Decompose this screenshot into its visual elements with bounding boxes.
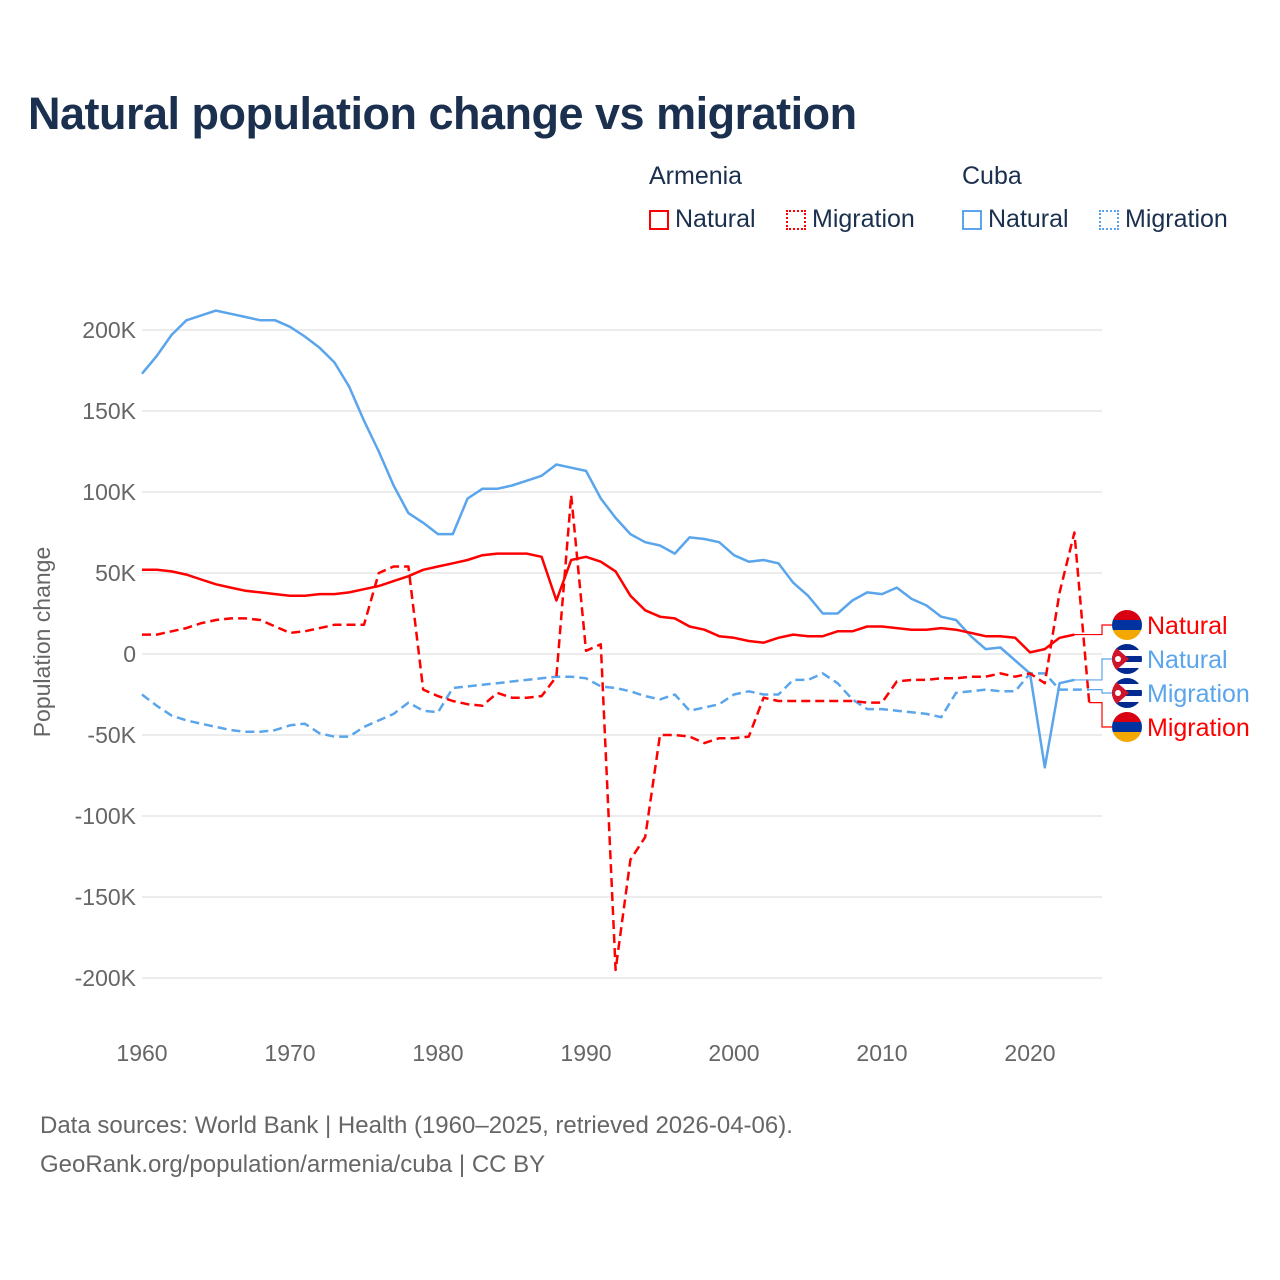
legend-swatch-solid xyxy=(649,209,669,230)
y-tick-label: 150K xyxy=(82,398,136,424)
y-tick-label: -50K xyxy=(87,722,136,748)
y-tick-label: 0 xyxy=(123,641,136,667)
flag-body xyxy=(1112,610,1142,640)
label-connector xyxy=(1074,624,1112,636)
cuba-flag-icon xyxy=(1112,678,1142,708)
y-axis-label: Population change xyxy=(29,547,55,738)
legend-cuba-natural[interactable]: Natural xyxy=(962,205,1069,234)
end-label-cuba-natural: Natural xyxy=(1147,646,1228,674)
x-tick-label: 1960 xyxy=(116,1040,167,1066)
armenia-flag-icon xyxy=(1112,712,1142,742)
y-tick-label: 200K xyxy=(82,317,136,343)
armenia-flag-icon xyxy=(1112,610,1142,640)
series-line-cuba-migration xyxy=(141,672,1090,738)
chart-title: Natural population change vs migration xyxy=(28,88,857,139)
label-connector xyxy=(1074,658,1112,681)
end-label-armenia-natural: Natural xyxy=(1147,612,1228,640)
x-tick-label: 1980 xyxy=(412,1040,463,1066)
flag-stripe xyxy=(1112,610,1142,620)
y-tick-label: -100K xyxy=(75,803,137,829)
end-label-armenia-migration: Migration xyxy=(1147,714,1250,742)
flag-star xyxy=(1115,656,1121,662)
flag-stripe xyxy=(1112,722,1142,732)
legend-label: Natural xyxy=(675,205,756,233)
flag-stripe xyxy=(1112,620,1142,630)
legend-swatch-solid xyxy=(962,209,982,230)
y-tick-label: -150K xyxy=(75,884,137,910)
label-connector xyxy=(1089,701,1112,728)
flag-stripe xyxy=(1112,702,1142,708)
x-tick-label: 1990 xyxy=(560,1040,611,1066)
legend-label: Natural xyxy=(988,205,1069,233)
x-tick-label: 1970 xyxy=(264,1040,315,1066)
y-tick-label: 50K xyxy=(95,560,137,586)
cuba-flag-icon xyxy=(1112,644,1142,674)
series-line-cuba-natural xyxy=(141,309,1075,769)
flag-stripe xyxy=(1112,732,1142,742)
attribution: GeoRank.org/population/armenia/cuba | CC… xyxy=(40,1151,546,1178)
x-tick-label: 2020 xyxy=(1004,1040,1055,1066)
legend-swatch-dotted xyxy=(786,209,806,230)
legend-group-cuba: Cuba xyxy=(962,162,1022,190)
flag-body xyxy=(1112,678,1142,708)
flag-stripe xyxy=(1112,668,1142,674)
legend-armenia-migration[interactable]: Migration xyxy=(786,205,915,234)
x-tick-label: 2000 xyxy=(708,1040,759,1066)
legend-swatch-dotted xyxy=(1099,209,1119,230)
series-line-armenia-natural xyxy=(142,552,1075,654)
end-label-cuba-migration: Migration xyxy=(1147,680,1250,708)
flag-stripe xyxy=(1112,630,1142,640)
flag-stripe xyxy=(1112,678,1142,684)
flag-body xyxy=(1112,644,1142,674)
legend-label: Migration xyxy=(1125,205,1228,233)
series-line-armenia-migration xyxy=(142,493,1091,972)
y-tick-label: -200K xyxy=(75,965,137,991)
y-tick-label: 100K xyxy=(82,479,136,505)
legend-armenia-natural[interactable]: Natural xyxy=(649,205,756,234)
footer: Data sources: World Bank | Health (1960–… xyxy=(40,1106,793,1184)
flag-stripe xyxy=(1112,644,1142,650)
legend-cuba-migration[interactable]: Migration xyxy=(1099,205,1228,234)
legend-group-armenia: Armenia xyxy=(649,162,743,190)
flag-body xyxy=(1112,712,1142,742)
source-note: Data sources: World Bank | Health (1960–… xyxy=(40,1112,793,1139)
flag-stripe xyxy=(1112,712,1142,722)
flag-star xyxy=(1115,690,1121,696)
legend-label: Migration xyxy=(812,205,915,233)
x-tick-label: 2010 xyxy=(856,1040,907,1066)
label-connector xyxy=(1089,689,1112,694)
